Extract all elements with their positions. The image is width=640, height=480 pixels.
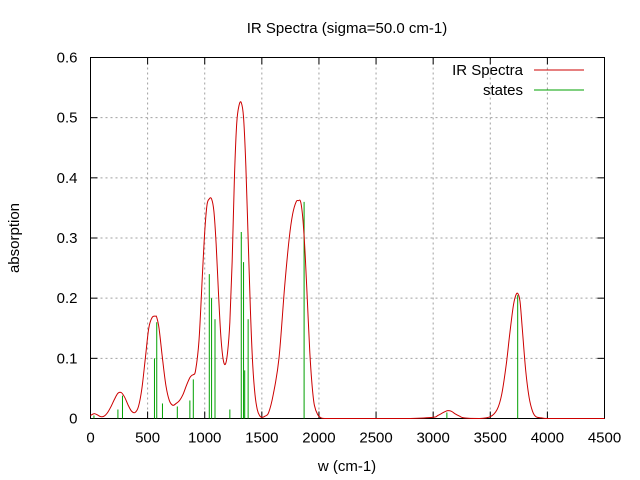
y-axis-label: absorption [6,203,23,273]
y-tick-label: 0.5 [57,110,78,127]
data-layer [90,101,605,420]
chart-title: IR Spectra (sigma=50.0 cm-1) [247,20,448,37]
x-tick-label: 3500 [474,430,507,447]
y-tick-label: 0.1 [57,350,78,367]
grid-lines [90,57,605,419]
ir-spectra-line [90,101,605,420]
y-tick-label: 0.4 [57,170,78,187]
x-tick-label: 2000 [302,430,335,447]
x-tick-label: 4500 [588,430,621,447]
legend: IR Spectra states [452,62,584,99]
x-tick-label: 1500 [245,430,278,447]
y-tick-label: 0.3 [57,230,78,247]
axis-ticks: 0 500 1000 1500 2000 2500 3000 3500 4000 4500 0 0.1… [57,50,622,447]
x-tick-label: 1000 [188,430,221,447]
legend-label-states: states [483,82,523,99]
y-tick-label: 0.2 [57,290,78,307]
x-tick-label: 2500 [359,430,392,447]
x-axis-label: w (cm-1) [317,458,376,475]
x-tick-label: 3000 [416,430,449,447]
x-tick-label: 4000 [531,430,564,447]
y-tick-label: 0.6 [57,50,78,67]
x-tick-label: 500 [135,430,160,447]
x-tick-label: 0 [86,430,94,447]
legend-label-ir-spectra: IR Spectra [452,62,524,79]
y-tick-label: 0 [69,411,77,428]
